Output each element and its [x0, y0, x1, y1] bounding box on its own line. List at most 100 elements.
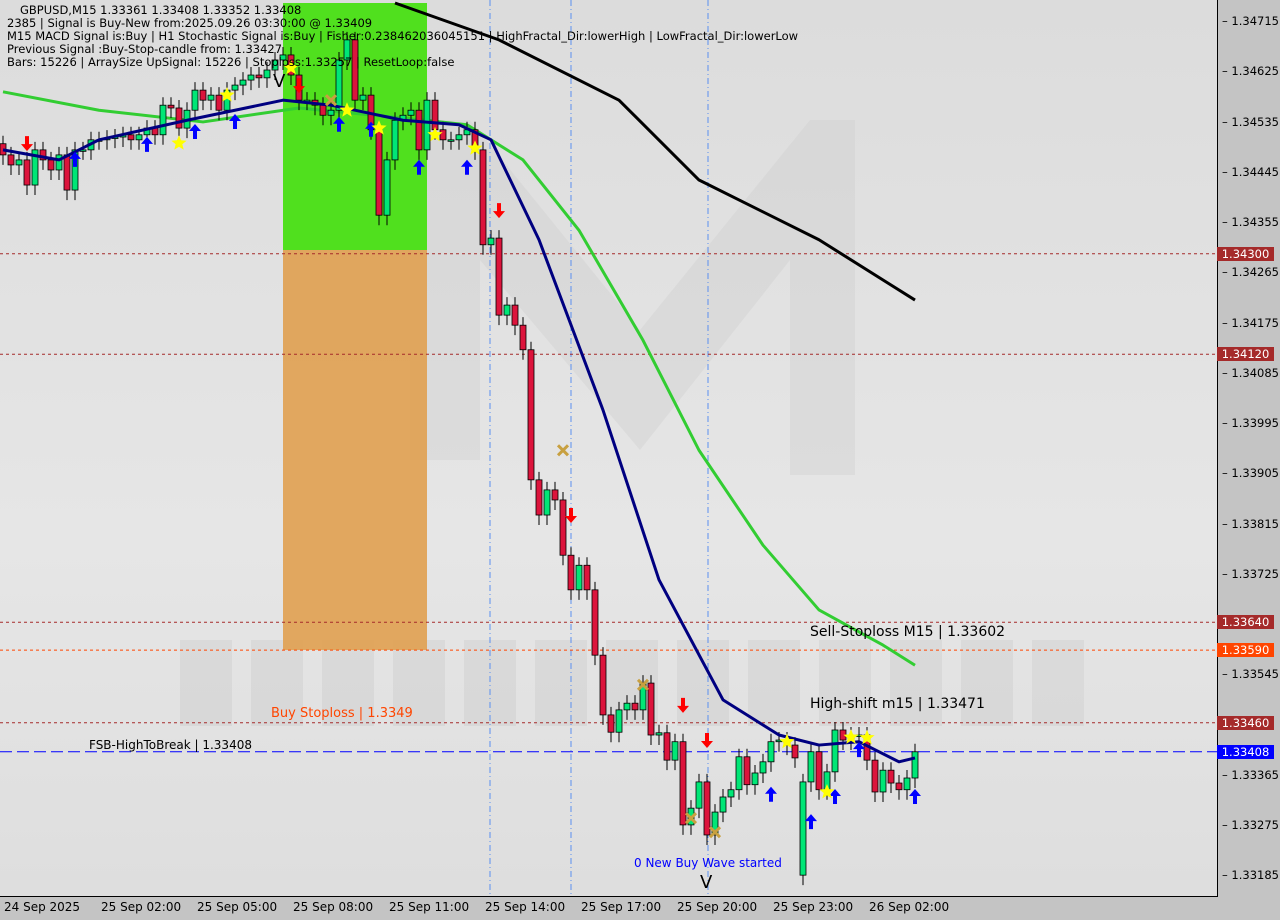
- candle-body: [359, 94, 367, 101]
- time-tick-label: 25 Sep 08:00: [293, 900, 374, 914]
- candle-body: [175, 107, 183, 129]
- star-icon: [819, 784, 835, 799]
- buy-arrow-icon: [765, 786, 777, 802]
- fsb-label: FSB-HighToBreak | 1.33408: [89, 738, 252, 752]
- candle: [799, 773, 807, 886]
- candle: [191, 82, 199, 121]
- candle-body: [487, 237, 495, 246]
- candle-body: [599, 654, 607, 716]
- candle-body: [135, 134, 143, 141]
- candle-body: [799, 781, 807, 876]
- candle-body: [407, 109, 415, 116]
- watermark-block: [535, 640, 587, 726]
- watermark-block: [748, 640, 800, 726]
- candle: [879, 762, 887, 802]
- candle-body: [215, 94, 223, 111]
- candle: [119, 126, 127, 148]
- candle: [159, 97, 167, 145]
- star-icon: [467, 140, 483, 155]
- candle: [79, 141, 87, 160]
- star-icon: [339, 102, 355, 117]
- candle-body: [671, 741, 679, 761]
- cross-icon: [684, 812, 698, 825]
- candle-body: [887, 769, 895, 784]
- candle: [279, 46, 287, 70]
- candle-body: [63, 154, 71, 191]
- candle-body: [391, 119, 399, 161]
- candle: [807, 743, 815, 792]
- star-icon: [843, 729, 859, 744]
- candle-body: [527, 349, 535, 481]
- candle: [735, 748, 743, 800]
- candle: [15, 151, 23, 175]
- price-level-tag: 1.33408: [1217, 744, 1274, 759]
- buy-arrow-icon: [189, 123, 201, 139]
- candle-body: [711, 811, 719, 836]
- candle-body: [503, 304, 511, 316]
- candle-body: [431, 99, 439, 131]
- candle-body: [7, 154, 15, 166]
- candle-body: [903, 777, 911, 791]
- candle: [511, 297, 519, 336]
- candle-body: [631, 702, 639, 711]
- candle-body: [239, 79, 247, 86]
- candle-body: [255, 74, 263, 79]
- watermark-block: [819, 640, 871, 726]
- candle: [231, 77, 239, 101]
- star-icon: [219, 87, 235, 102]
- candle: [151, 120, 159, 145]
- candle: [871, 752, 879, 802]
- candle: [831, 721, 839, 782]
- candle-body: [439, 129, 447, 141]
- candle-body: [727, 789, 735, 798]
- buy-arrow-icon: [829, 788, 841, 804]
- navy-moving-average: [2, 98, 916, 764]
- candle-body: [375, 129, 383, 216]
- candle-body: [759, 761, 767, 774]
- candle-body: [815, 751, 823, 791]
- time-tick-label: 24 Sep 2025: [4, 900, 81, 914]
- candle-body: [207, 94, 215, 101]
- watermark-block: [322, 640, 374, 726]
- candle-body: [511, 304, 519, 326]
- candle-body: [55, 154, 63, 171]
- watermark-block: [180, 640, 232, 726]
- previous-signal: Previous Signal :Buy-Stop-candle from: 1…: [7, 42, 283, 56]
- candle-body: [535, 479, 543, 516]
- v-marker-top: V: [273, 71, 286, 92]
- candle-body: [743, 756, 751, 786]
- price-tick-label: – 1.33905: [1222, 466, 1279, 481]
- chart-area[interactable]: GBPUSD,M15 1.33361 1.33408 1.33352 1.334…: [0, 0, 1218, 897]
- time-tick-label: 25 Sep 11:00: [389, 900, 470, 914]
- cross-icon: [324, 94, 338, 107]
- sell-arrow-icon: [677, 697, 689, 713]
- candle: [23, 151, 31, 196]
- candle-body: [911, 751, 919, 779]
- candle: [903, 770, 911, 800]
- candle-body: [231, 84, 239, 91]
- candle-body: [559, 499, 567, 556]
- candle: [671, 733, 679, 771]
- candle: [175, 99, 183, 139]
- candle-body: [519, 324, 527, 351]
- symbol-ohlc: GBPUSD,M15 1.33361 1.33408 1.33352 1.334…: [20, 3, 302, 17]
- candle: [631, 695, 639, 720]
- candle-body: [383, 159, 391, 216]
- candle: [199, 82, 207, 111]
- candle: [503, 297, 511, 326]
- candle-body: [767, 741, 775, 763]
- candle-body: [895, 782, 903, 791]
- star-icon: [427, 126, 443, 142]
- candle: [895, 775, 903, 800]
- candle: [455, 126, 463, 150]
- candle: [47, 151, 55, 180]
- price-level-tag: 1.33590: [1217, 643, 1274, 658]
- candle: [447, 131, 455, 150]
- price-tick-label: – 1.34085: [1222, 365, 1279, 380]
- candle: [111, 129, 119, 149]
- buy-arrow-icon: [413, 159, 425, 175]
- price-tick-label: – 1.33185: [1222, 868, 1279, 883]
- sell-arrow-icon: [565, 508, 577, 524]
- candle: [663, 724, 671, 771]
- candle: [255, 67, 263, 88]
